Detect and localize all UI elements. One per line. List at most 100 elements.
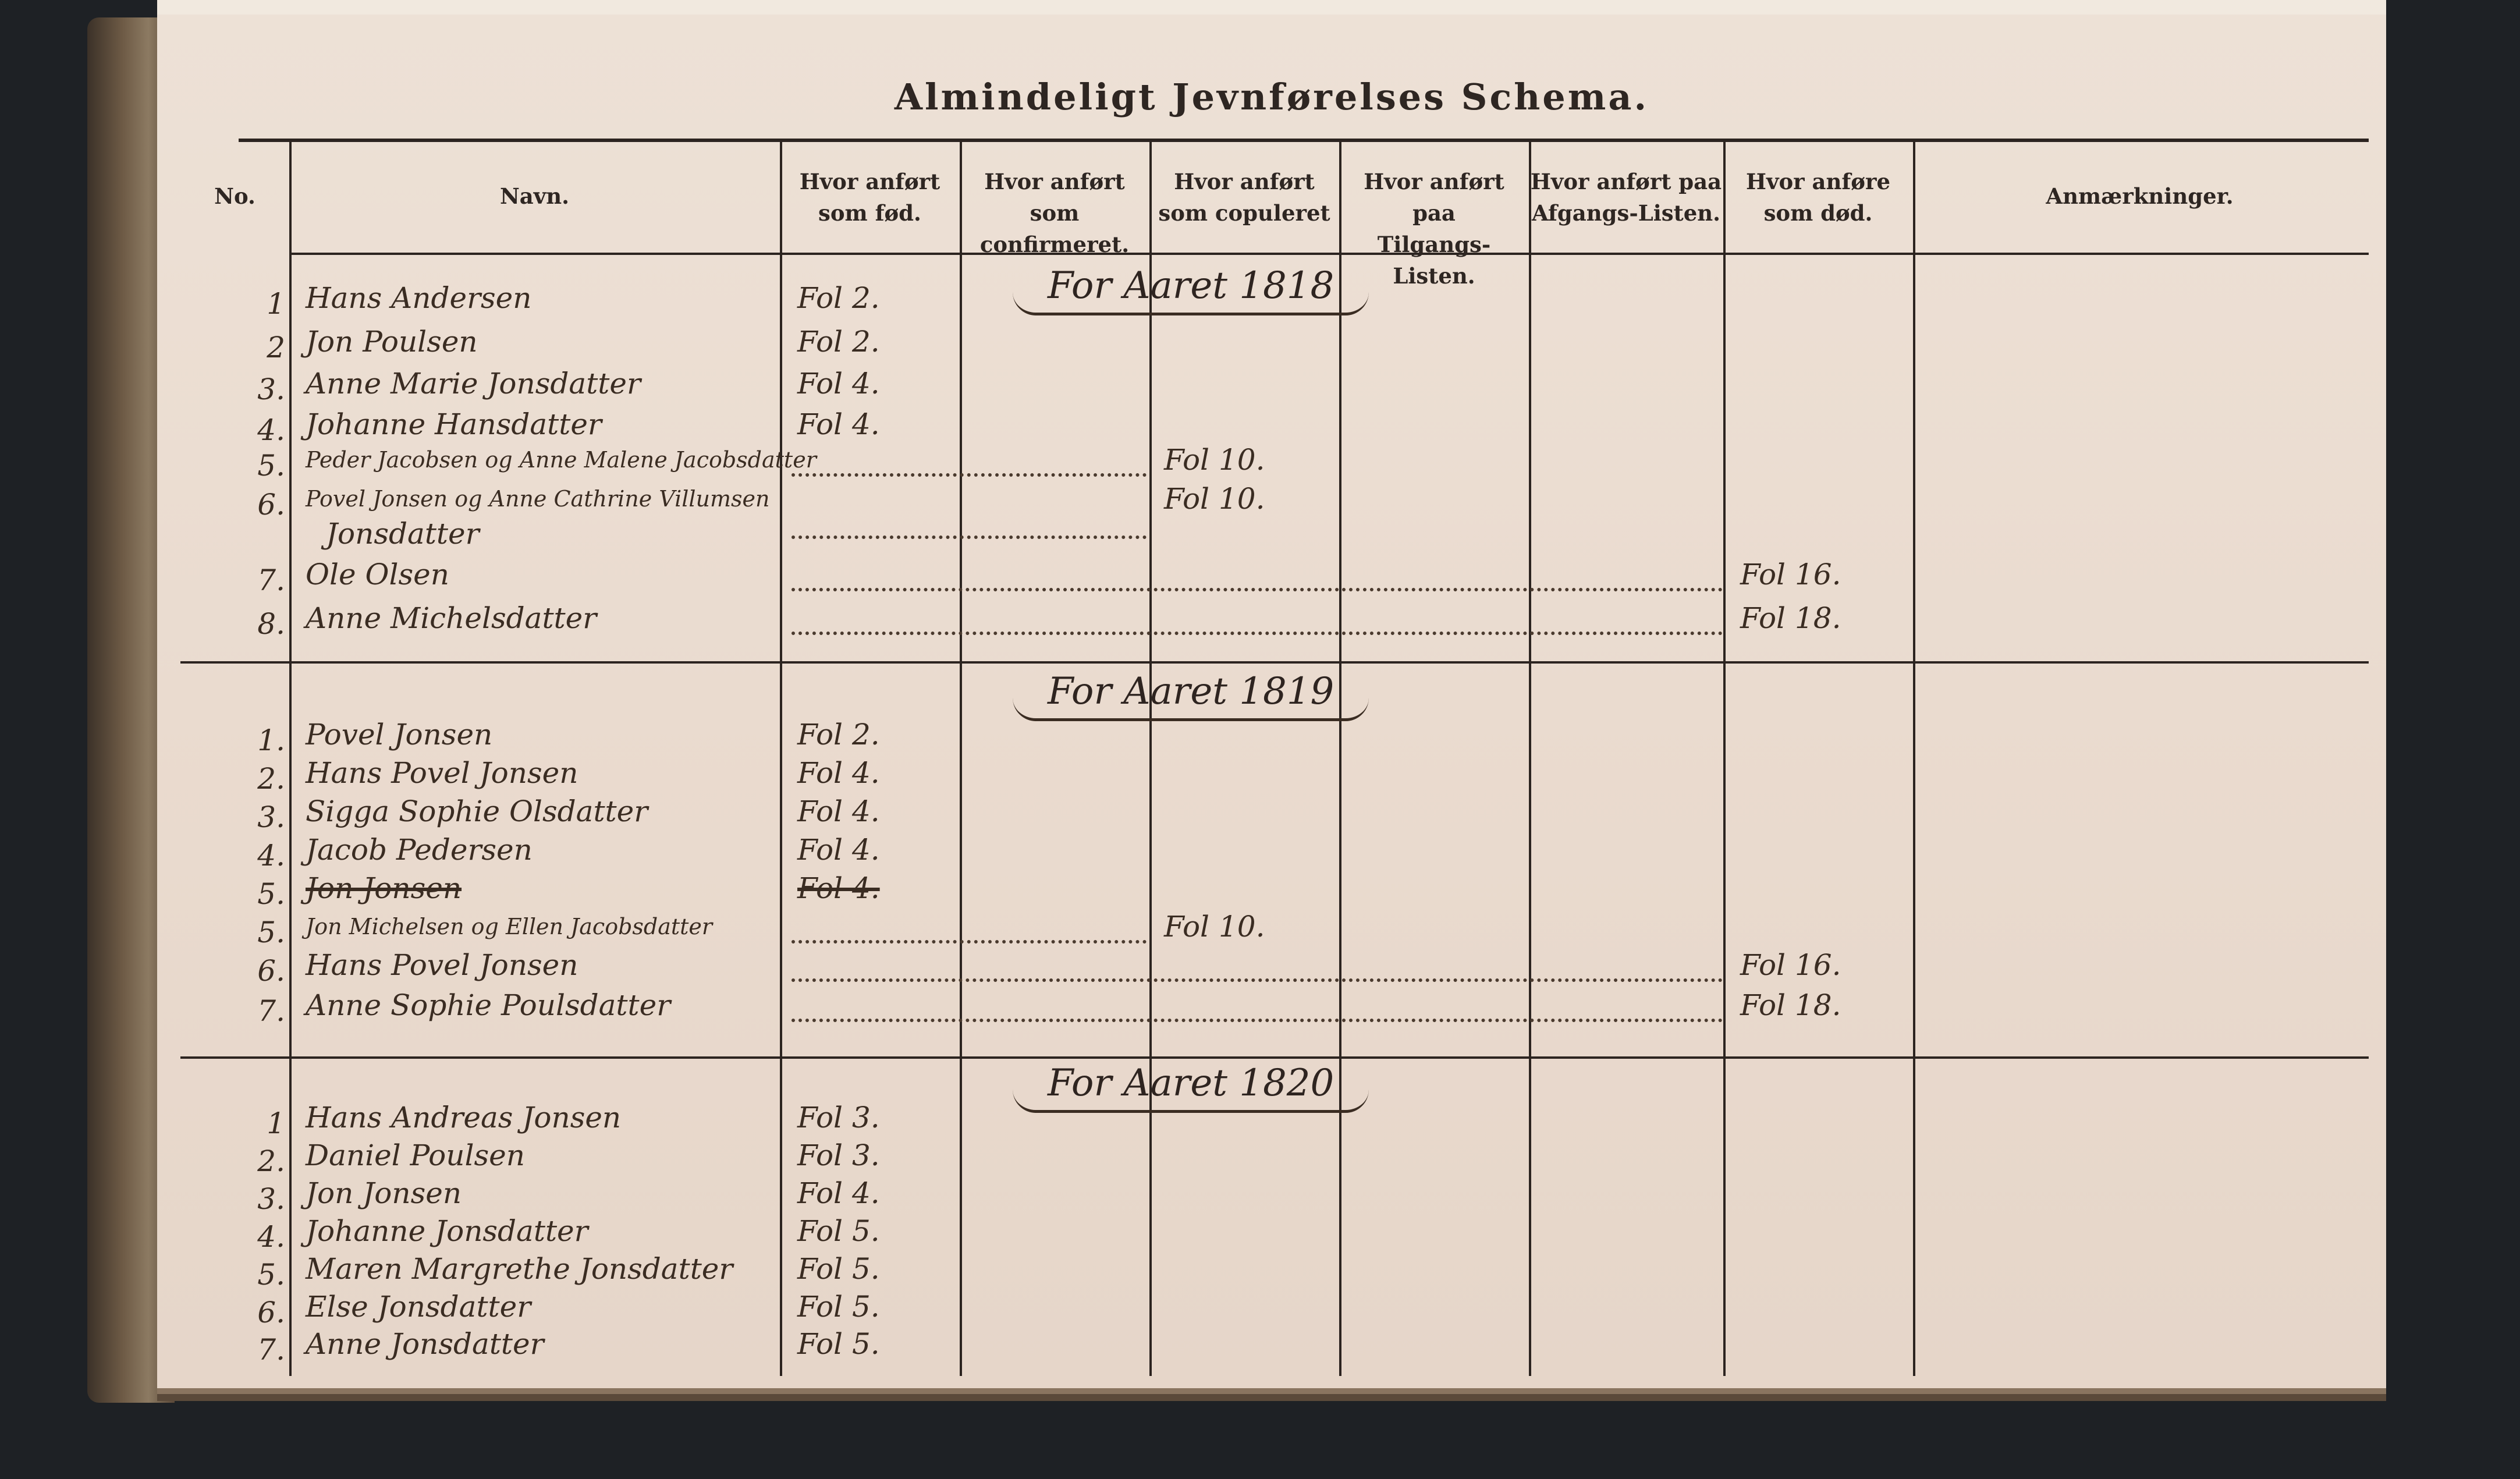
column-rule: [289, 142, 292, 1376]
entry-name: Povel Jonsen: [306, 718, 493, 751]
section-heading: For Aaret 1819: [1013, 671, 1369, 721]
entry-name: Jon Michelsen og Ellen Jacobsdatter: [306, 914, 713, 939]
entry-fod-reference: Fol 5.: [797, 1327, 880, 1361]
entry-name: Jon Poulsen: [306, 325, 478, 359]
entry-number: 1: [267, 287, 285, 321]
entry-name: Jon Jonsen: [306, 871, 462, 905]
column-header-line: Hvor anføre: [1745, 169, 1890, 194]
entry-name: Daniel Poulsen: [306, 1138, 525, 1172]
column-header-line: Hvor anført: [1174, 169, 1315, 194]
entry-fod-reference: Fol 5.: [797, 1252, 880, 1286]
entry-name: Hans Andersen: [306, 281, 532, 315]
column-header-line: Afgangs-Listen.: [1531, 200, 1721, 226]
entry-name: Ole Olsen: [306, 558, 449, 591]
entry-number: 3.: [257, 1182, 285, 1216]
entry-name: Anne Sophie Poulsdatter: [306, 988, 671, 1022]
entry-fod-reference: Fol 4.: [797, 795, 880, 828]
entry-number: 2: [267, 331, 285, 364]
column-header-dod: Hvor anføre som død.: [1723, 166, 1913, 229]
column-header-line: som død.: [1763, 200, 1873, 226]
entry-fod-reference: Fol 2.: [797, 325, 880, 359]
column-header-copuleret: Hvor anført som copuleret: [1149, 166, 1339, 229]
entry-fod-reference: Fol 2.: [797, 718, 880, 751]
column-rule: [1723, 142, 1726, 1376]
column-rule: [1913, 142, 1915, 1376]
entry-name: Hans Povel Jonsen: [306, 756, 578, 790]
entry-fod-reference: Fol 3.: [797, 1101, 880, 1134]
column-rule: [1149, 142, 1152, 1376]
column-header-line: Tilgangs-Listen.: [1377, 232, 1491, 289]
entry-name: Jacob Pedersen: [306, 833, 533, 867]
entry-fod-reference: Fol 3.: [797, 1138, 880, 1172]
entry-name-continuation: Jonsdatter: [326, 517, 480, 551]
column-header-fod: Hvor anført som fød.: [780, 166, 960, 229]
page-title: Almindeligt Jevnførelses Schema.: [894, 76, 1649, 118]
entry-number: 3.: [257, 800, 285, 834]
section-heading: For Aaret 1818: [1013, 265, 1369, 315]
entry-number: 1: [267, 1106, 285, 1140]
entry-fod-reference: Fol 4.: [797, 833, 880, 867]
entry-number: 4.: [257, 413, 285, 447]
entry-number: 8.: [257, 607, 285, 641]
entry-number: 4.: [257, 839, 285, 872]
entry-number: 7.: [257, 1333, 285, 1367]
entry-dod-reference: Fol 18.: [1740, 601, 1841, 635]
entry-name: Johanne Hansdatter: [306, 407, 602, 441]
entry-fod-reference: Fol 5.: [797, 1214, 880, 1248]
entry-copuleret-reference: Fol 10.: [1164, 910, 1265, 944]
entry-number: 5.: [257, 449, 285, 483]
column-rule: [780, 142, 782, 1376]
column-rule: [1339, 142, 1341, 1376]
section-divider: [180, 1056, 2369, 1059]
column-header-line: Hvor anført: [984, 169, 1125, 194]
entry-dod-reference: Fol 16.: [1740, 558, 1841, 591]
section-divider: [180, 661, 2369, 664]
entry-name: Peder Jacobsen og Anne Malene Jacobsdatt…: [306, 447, 817, 473]
header-top-rule: [239, 139, 2369, 142]
entry-copuleret-reference: Fol 10.: [1164, 443, 1265, 477]
entry-fod-reference: Fol 2.: [797, 281, 880, 315]
column-header-navn: Navn.: [499, 183, 570, 209]
entry-number: 5.: [257, 1258, 285, 1292]
entry-name: Jon Jonsen: [306, 1176, 462, 1210]
column-header-afgang: Hvor anført paa Afgangs-Listen.: [1529, 166, 1723, 229]
header-bottom-rule: [291, 253, 2369, 255]
entry-number: 5.: [257, 877, 285, 911]
column-header-tilgang: Hvor anført paa Tilgangs-Listen.: [1339, 166, 1529, 292]
dot-leader: [792, 473, 1147, 477]
entry-name: Hans Andreas Jonsen: [306, 1101, 622, 1134]
column-header-line: som confirmeret.: [979, 200, 1130, 257]
entry-number: 6.: [257, 1296, 285, 1329]
entry-fod-reference: Fol 5.: [797, 1290, 880, 1324]
dot-leader: [792, 978, 1723, 982]
column-header-anmaerkninger: Anmærkninger.: [2046, 183, 2234, 209]
column-header-line: Hvor anført paa: [1364, 169, 1504, 226]
section-heading: For Aaret 1820: [1013, 1062, 1369, 1113]
column-header-confirmeret: Hvor anført som confirmeret.: [960, 166, 1149, 260]
entry-number: 6.: [257, 488, 285, 522]
entry-name: Anne Michelsdatter: [306, 601, 597, 635]
dot-leader: [792, 940, 1147, 944]
entry-dod-reference: Fol 16.: [1740, 948, 1841, 982]
entry-name: Anne Jonsdatter: [306, 1327, 544, 1361]
entry-fod-reference: Fol 4.: [797, 407, 880, 441]
column-header-line: Hvor anført: [799, 169, 940, 194]
entry-number: 6.: [257, 954, 285, 988]
dot-leader: [792, 632, 1723, 635]
dot-leader: [792, 588, 1723, 591]
entry-fod-reference: Fol 4.: [797, 756, 880, 790]
entry-fod-reference: Fol 4.: [797, 367, 880, 400]
column-header-line: som copuleret: [1158, 200, 1330, 226]
entry-number: 5.: [257, 916, 285, 949]
entry-number: 2.: [257, 762, 285, 796]
entry-name: Else Jonsdatter: [306, 1290, 531, 1324]
entry-copuleret-reference: Fol 10.: [1164, 482, 1265, 516]
entry-name: Johanne Jonsdatter: [306, 1214, 588, 1248]
column-rule: [1529, 142, 1531, 1376]
register-page: Almindeligt Jevnførelses Schema.: [157, 15, 2386, 1388]
column-header-line: Hvor anført paa: [1530, 169, 1722, 194]
entry-dod-reference: Fol 18.: [1740, 988, 1841, 1022]
entry-fod-reference: Fol 4.: [797, 871, 880, 905]
entry-name: Povel Jonsen og Anne Cathrine Villumsen: [306, 486, 770, 512]
entry-number: 7.: [257, 563, 285, 597]
